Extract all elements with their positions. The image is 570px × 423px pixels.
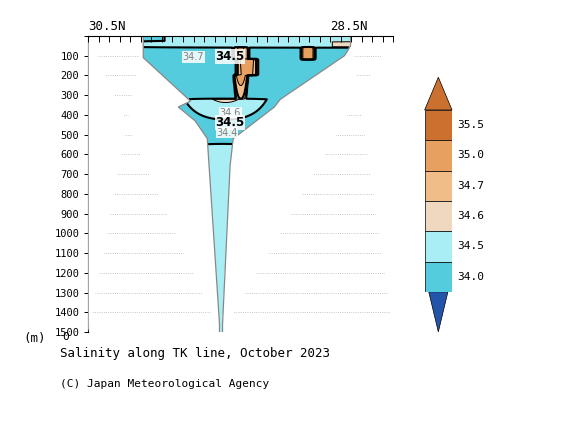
Text: 0: 0 xyxy=(62,332,69,342)
Bar xyxy=(425,261,452,292)
Bar xyxy=(425,231,452,261)
Text: 34.6: 34.6 xyxy=(219,107,241,118)
Text: 30.5N: 30.5N xyxy=(88,19,126,33)
Polygon shape xyxy=(429,292,448,332)
Bar xyxy=(425,201,452,231)
Polygon shape xyxy=(222,36,393,332)
Polygon shape xyxy=(425,77,452,110)
Text: 34.7: 34.7 xyxy=(183,52,204,62)
Bar xyxy=(425,140,452,170)
Bar xyxy=(425,170,452,201)
Text: (m): (m) xyxy=(23,332,46,345)
Text: 34.7: 34.7 xyxy=(457,181,484,191)
Text: 34.6: 34.6 xyxy=(457,211,484,221)
Text: 28.5N: 28.5N xyxy=(331,19,368,33)
Text: 34.4: 34.4 xyxy=(217,128,238,137)
Bar xyxy=(425,110,452,140)
Text: 34.5: 34.5 xyxy=(215,116,245,129)
Text: 34.5: 34.5 xyxy=(457,242,484,251)
Text: (C) Japan Meteorological Agency: (C) Japan Meteorological Agency xyxy=(60,379,269,389)
Text: 34.5: 34.5 xyxy=(215,50,245,63)
Polygon shape xyxy=(88,36,219,332)
Text: Salinity along TK line, October 2023: Salinity along TK line, October 2023 xyxy=(60,347,330,360)
Text: 35.5: 35.5 xyxy=(457,120,484,130)
Text: 35.0: 35.0 xyxy=(457,151,484,160)
Text: 34.0: 34.0 xyxy=(457,272,484,282)
